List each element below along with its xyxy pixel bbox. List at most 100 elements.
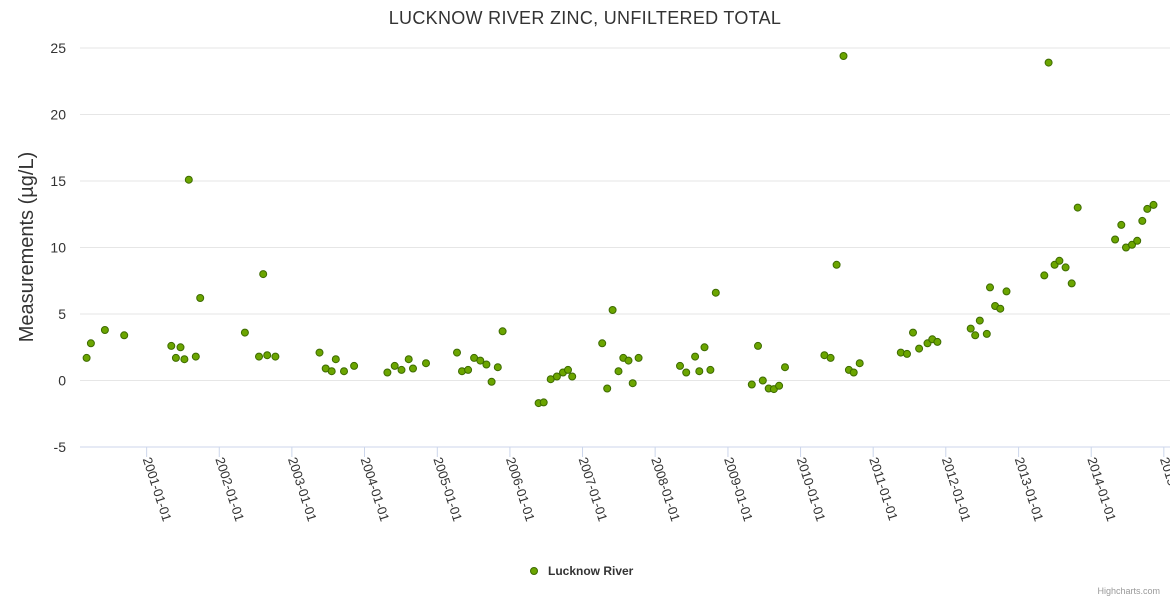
data-point[interactable]: [628, 379, 637, 388]
data-point[interactable]: [1111, 235, 1120, 244]
legend-label-lucknow-river[interactable]: Lucknow River: [548, 564, 634, 578]
data-point[interactable]: [184, 175, 193, 184]
data-point[interactable]: [1143, 204, 1152, 213]
data-point[interactable]: [624, 356, 633, 365]
data-point[interactable]: [775, 381, 784, 390]
data-point[interactable]: [453, 348, 461, 357]
legend[interactable]: Lucknow River: [530, 564, 634, 578]
data-point[interactable]: [1040, 271, 1049, 280]
data-point[interactable]: [552, 372, 561, 381]
data-point[interactable]: [706, 365, 715, 374]
data-point[interactable]: [849, 368, 858, 377]
data-point[interactable]: [603, 384, 612, 393]
data-point[interactable]: [747, 380, 756, 389]
data-point[interactable]: [176, 343, 185, 352]
data-point[interactable]: [564, 365, 572, 374]
data-point[interactable]: [676, 361, 684, 370]
x-tick-label: 2001-01-01: [140, 455, 175, 523]
data-point[interactable]: [711, 288, 720, 297]
data-point[interactable]: [100, 326, 109, 334]
data-point[interactable]: [754, 341, 762, 350]
data-point[interactable]: [315, 348, 324, 357]
data-point[interactable]: [397, 365, 406, 374]
data-point[interactable]: [240, 328, 249, 337]
data-point[interactable]: [915, 344, 924, 353]
data-point[interactable]: [422, 359, 430, 368]
data-point[interactable]: [695, 367, 704, 376]
data-point[interactable]: [476, 356, 485, 365]
data-point[interactable]: [255, 352, 263, 361]
data-point[interactable]: [191, 352, 200, 361]
data-point[interactable]: [826, 353, 835, 362]
x-tick-label: 2009-01-01: [721, 455, 756, 523]
data-point[interactable]: [614, 367, 623, 376]
data-point[interactable]: [971, 331, 980, 340]
data-point[interactable]: [271, 352, 280, 361]
data-point[interactable]: [933, 337, 942, 346]
y-tick-label: 0: [58, 373, 66, 389]
data-point[interactable]: [1073, 203, 1082, 212]
data-point[interactable]: [1061, 263, 1070, 272]
data-point[interactable]: [259, 270, 268, 279]
data-point[interactable]: [966, 324, 975, 333]
data-point[interactable]: [327, 367, 336, 376]
data-point[interactable]: [196, 294, 205, 302]
data-point[interactable]: [180, 355, 189, 364]
data-point[interactable]: [1128, 240, 1136, 249]
series-lucknow-river: [82, 52, 1158, 408]
data-point[interactable]: [909, 328, 917, 337]
data-point[interactable]: [487, 377, 496, 386]
legend-marker-lucknow-river[interactable]: [530, 567, 538, 575]
data-point[interactable]: [1067, 279, 1076, 288]
data-point[interactable]: [1044, 58, 1053, 67]
data-point[interactable]: [409, 364, 417, 373]
data-point[interactable]: [634, 353, 643, 362]
data-point[interactable]: [482, 360, 491, 369]
data-point[interactable]: [340, 367, 348, 376]
data-point[interactable]: [539, 398, 548, 407]
data-point[interactable]: [464, 365, 473, 374]
data-point[interactable]: [86, 339, 95, 348]
data-point[interactable]: [1149, 200, 1158, 209]
data-point[interactable]: [498, 327, 507, 336]
data-point[interactable]: [1002, 287, 1011, 296]
data-point[interactable]: [598, 339, 607, 348]
data-point[interactable]: [568, 372, 577, 381]
data-point[interactable]: [682, 368, 691, 377]
x-tick-label: 2004-01-01: [358, 455, 393, 523]
data-point[interactable]: [263, 351, 272, 360]
y-tick-label: 5: [58, 306, 66, 322]
chart-title: LUCKNOW RIVER ZINC, UNFILTERED TOTAL: [389, 8, 782, 28]
data-point[interactable]: [903, 349, 911, 358]
data-point[interactable]: [1138, 216, 1147, 225]
data-point[interactable]: [1117, 220, 1126, 229]
data-point[interactable]: [832, 260, 841, 269]
data-point[interactable]: [982, 329, 991, 338]
data-point[interactable]: [350, 361, 359, 370]
data-point[interactable]: [171, 353, 180, 362]
data-point[interactable]: [331, 355, 340, 364]
data-point[interactable]: [1055, 256, 1064, 265]
data-point[interactable]: [404, 355, 413, 364]
data-point[interactable]: [691, 352, 700, 361]
data-point[interactable]: [855, 359, 864, 368]
data-point[interactable]: [167, 341, 176, 350]
data-point[interactable]: [781, 363, 789, 372]
data-point[interactable]: [82, 353, 91, 362]
data-point[interactable]: [1133, 236, 1142, 245]
data-point[interactable]: [608, 306, 617, 314]
data-point[interactable]: [839, 52, 848, 60]
credits-link[interactable]: Highcharts.com: [1097, 586, 1160, 596]
x-tick-label: 2014-01-01: [1084, 455, 1119, 523]
data-point[interactable]: [986, 283, 994, 292]
data-point[interactable]: [383, 368, 392, 377]
data-point[interactable]: [975, 316, 984, 325]
data-point[interactable]: [758, 376, 767, 385]
data-point[interactable]: [390, 361, 399, 370]
data-point[interactable]: [996, 304, 1005, 313]
data-point[interactable]: [700, 343, 709, 352]
data-point[interactable]: [120, 331, 129, 340]
y-axis-ticks: -5 0 5 10 15 20 25: [50, 40, 66, 455]
data-point[interactable]: [493, 363, 502, 372]
